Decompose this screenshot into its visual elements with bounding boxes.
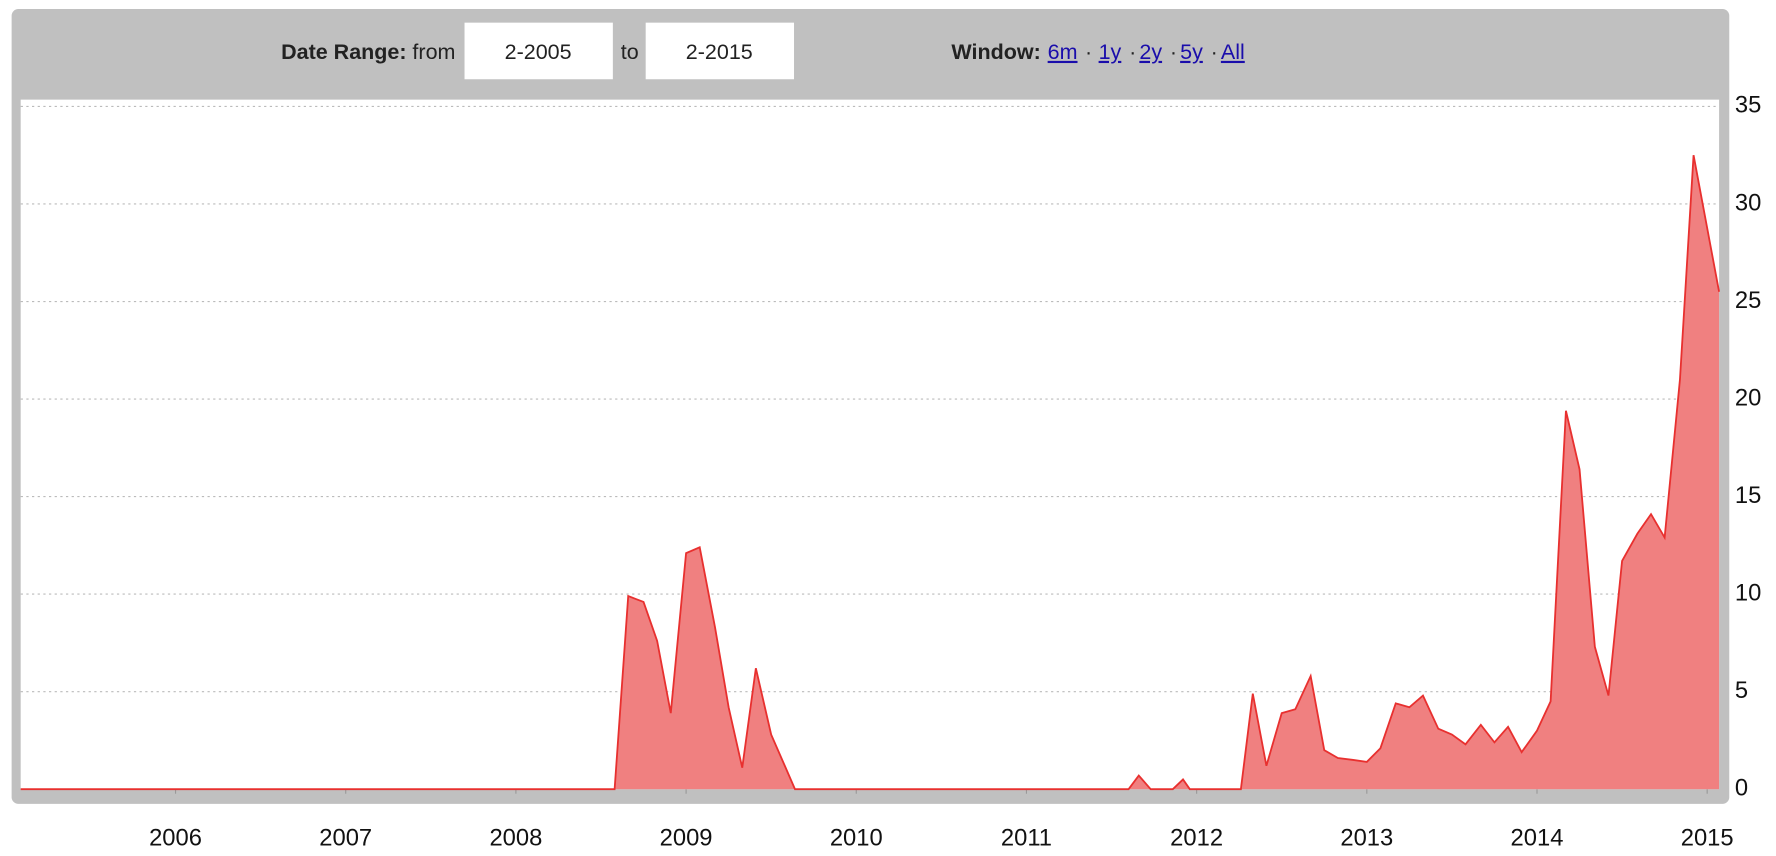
window-label: Window: (951, 40, 1040, 64)
x-tick-label: 2012 (1170, 824, 1223, 851)
x-tick-label: 2007 (319, 824, 372, 851)
to-label: to (621, 40, 639, 64)
x-tick-label: 2013 (1340, 824, 1393, 851)
x-tick-label: 2014 (1511, 824, 1564, 851)
y-tick-label: 20 (1735, 384, 1761, 411)
from-label: from (412, 40, 455, 64)
plot-area (20, 99, 1720, 790)
y-tick-label: 35 (1735, 92, 1761, 119)
separator: · (1129, 40, 1136, 64)
separator: · (1211, 40, 1218, 64)
y-tick-label: 15 (1735, 482, 1761, 509)
from-input[interactable] (464, 22, 613, 80)
from-input-text[interactable]: 2-2005 (505, 40, 572, 64)
window-link[interactable]: 1y (1099, 40, 1122, 64)
x-tick-label: 2011 (1001, 824, 1052, 851)
to-input-text[interactable]: 2-2015 (686, 40, 753, 64)
window-link[interactable]: 2y (1139, 40, 1162, 64)
window-link[interactable]: All (1221, 40, 1245, 64)
separator: · (1085, 40, 1092, 64)
date-range-label: Date Range: (281, 40, 406, 64)
to-input[interactable] (645, 22, 795, 80)
y-tick-label: 25 (1735, 287, 1761, 314)
chart: 0 5 10 15 20 25 30 35 2006 2007 2008 2009 2010 2011 20… (20, 92, 1761, 851)
area-line (20, 155, 1720, 791)
x-tick-label: 2015 (1681, 824, 1734, 851)
window-link[interactable]: 6m (1048, 40, 1078, 64)
separator: · (1170, 40, 1177, 64)
x-tick-label: 2008 (489, 824, 542, 851)
x-tick-label: 2009 (660, 824, 713, 851)
x-tick-label: 2006 (149, 824, 202, 851)
y-tick-label: 30 (1735, 189, 1761, 216)
window-links: 6m · 1y · 2y · 5y · All (1048, 40, 1245, 64)
window-link[interactable]: 5y (1180, 40, 1203, 64)
y-tick-label: 0 (1735, 774, 1748, 801)
y-tick-label: 5 (1735, 677, 1748, 704)
area-fill (20, 155, 1720, 790)
y-tick-label: 10 (1735, 579, 1761, 606)
x-tick-label: 2010 (830, 824, 883, 851)
